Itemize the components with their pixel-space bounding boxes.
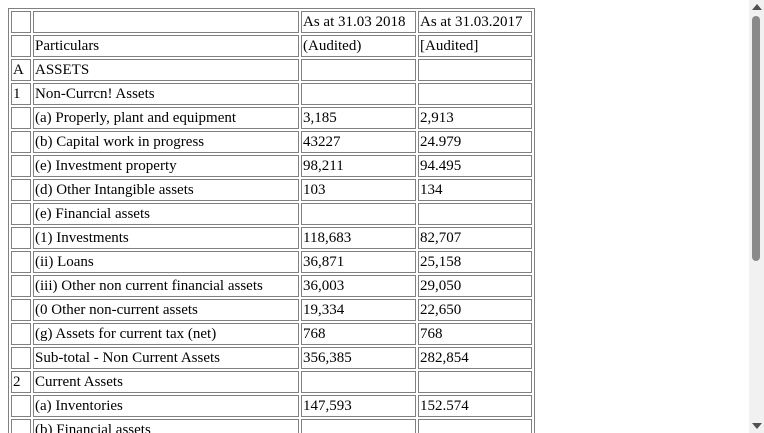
- particulars-cell: (iii) Other non current financial assets: [33, 275, 299, 297]
- particulars-cell: (1) Investments: [33, 227, 299, 249]
- value-2017-cell: 152.574: [418, 395, 532, 417]
- value-2018-cell: [301, 83, 416, 105]
- value-2017-cell: [418, 203, 532, 225]
- particulars-cell: (b) Financial assets: [33, 419, 299, 433]
- table-row: (b) Capital work in progress 43227 24.979: [11, 131, 532, 153]
- value-2017-cell: 22,650: [418, 299, 532, 321]
- value-2017-cell: 82,707: [418, 227, 532, 249]
- particulars-cell: Non-Currcn! Assets: [33, 83, 299, 105]
- value-2017-cell: [418, 419, 532, 433]
- table-row: 2 Current Assets: [11, 371, 532, 393]
- value-2017-cell: 134: [418, 179, 532, 201]
- value-2018-cell: 36,003: [301, 275, 416, 297]
- balance-sheet-table: As at 31.03 2018 As at 31.03.2017 Particul…: [8, 8, 535, 433]
- row-number-cell: [11, 107, 31, 129]
- value-2017-cell: [418, 59, 532, 81]
- table-row: A ASSETS: [11, 59, 532, 81]
- table-row: (iii) Other non current financial assets…: [11, 275, 532, 297]
- row-number-cell: [11, 323, 31, 345]
- value-2018-cell: [301, 203, 416, 225]
- value-2017-cell: 282,854: [418, 347, 532, 369]
- particulars-cell: (g) Assets for current tax (net): [33, 323, 299, 345]
- value-2018-cell: 43227: [301, 131, 416, 153]
- row-number-cell: [11, 35, 31, 57]
- row-number-cell: [11, 347, 31, 369]
- particulars-cell: Particulars: [33, 35, 299, 57]
- row-number-cell: [11, 11, 31, 33]
- balance-sheet-body: As at 31.03 2018 As at 31.03.2017 Particul…: [11, 11, 532, 433]
- value-2018-cell: 3,185: [301, 107, 416, 129]
- value-2017-cell: 94.495: [418, 155, 532, 177]
- particulars-cell: [33, 11, 299, 33]
- scroll-down-arrow-icon[interactable]: [752, 423, 762, 429]
- table-row: (e) Investment property 98,211 94.495: [11, 155, 532, 177]
- table-row: (b) Financial assets: [11, 419, 532, 433]
- particulars-cell: (a) Inventories: [33, 395, 299, 417]
- particulars-cell: (d) Other Intangible assets: [33, 179, 299, 201]
- header-row: Particulars (Audited) [Audited]: [11, 35, 532, 57]
- row-number-cell: [11, 155, 31, 177]
- particulars-cell: (a) Properly, plant and equipment: [33, 107, 299, 129]
- value-2018-cell: 36,871: [301, 251, 416, 273]
- row-number-cell: 2: [11, 371, 31, 393]
- row-number-cell: [11, 251, 31, 273]
- value-2018-cell: 98,211: [301, 155, 416, 177]
- row-number-cell: [11, 131, 31, 153]
- table-row: (0 Other non-current assets 19,334 22,650: [11, 299, 532, 321]
- value-2018-cell: [301, 371, 416, 393]
- value-2018-cell: 356,385: [301, 347, 416, 369]
- table-row: (1) Investments 118,683 82,707: [11, 227, 532, 249]
- particulars-cell: ASSETS: [33, 59, 299, 81]
- value-2017-cell: 24.979: [418, 131, 532, 153]
- row-number-cell: 1: [11, 83, 31, 105]
- value-2018-cell: 147,593: [301, 395, 416, 417]
- particulars-cell: (ii) Loans: [33, 251, 299, 273]
- value-2017-cell: 25,158: [418, 251, 532, 273]
- table-row: (e) Financial assets: [11, 203, 532, 225]
- row-number-cell: [11, 227, 31, 249]
- row-number-cell: [11, 395, 31, 417]
- value-2018-cell: 19,334: [301, 299, 416, 321]
- header-row: As at 31.03 2018 As at 31.03.2017: [11, 11, 532, 33]
- value-2017-cell: [418, 371, 532, 393]
- particulars-cell: Sub-total - Non Current Assets: [33, 347, 299, 369]
- particulars-cell: (0 Other non-current assets: [33, 299, 299, 321]
- row-number-cell: [11, 179, 31, 201]
- value-2018-cell: [301, 59, 416, 81]
- table-row: (a) Properly, plant and equipment 3,185 2,…: [11, 107, 532, 129]
- value-2018-cell: [301, 419, 416, 433]
- table-row: (g) Assets for current tax (net) 768 768: [11, 323, 532, 345]
- value-2018-cell: As at 31.03 2018: [301, 11, 416, 33]
- row-number-cell: A: [11, 59, 31, 81]
- row-number-cell: [11, 419, 31, 433]
- row-number-cell: [11, 275, 31, 297]
- value-2018-cell: 768: [301, 323, 416, 345]
- value-2017-cell: [Audited]: [418, 35, 532, 57]
- row-number-cell: [11, 203, 31, 225]
- particulars-cell: Current Assets: [33, 371, 299, 393]
- value-2017-cell: 768: [418, 323, 532, 345]
- particulars-cell: (e) Investment property: [33, 155, 299, 177]
- table-row: (ii) Loans 36,871 25,158: [11, 251, 532, 273]
- vertical-scrollbar[interactable]: [749, 0, 764, 433]
- table-row: Sub-total - Non Current Assets 356,385 282…: [11, 347, 532, 369]
- scrollbar-thumb[interactable]: [752, 16, 760, 261]
- row-number-cell: [11, 299, 31, 321]
- table-row: (a) Inventories 147,593 152.574: [11, 395, 532, 417]
- particulars-cell: (b) Capital work in progress: [33, 131, 299, 153]
- table-row: (d) Other Intangible assets 103 134: [11, 179, 532, 201]
- table-row: 1 Non-Currcn! Assets: [11, 83, 532, 105]
- value-2018-cell: 103: [301, 179, 416, 201]
- particulars-cell: (e) Financial assets: [33, 203, 299, 225]
- value-2017-cell: As at 31.03.2017: [418, 11, 532, 33]
- value-2017-cell: 29,050: [418, 275, 532, 297]
- value-2017-cell: [418, 83, 532, 105]
- value-2018-cell: (Audited): [301, 35, 416, 57]
- scroll-up-arrow-icon[interactable]: [752, 4, 762, 10]
- value-2018-cell: 118,683: [301, 227, 416, 249]
- value-2017-cell: 2,913: [418, 107, 532, 129]
